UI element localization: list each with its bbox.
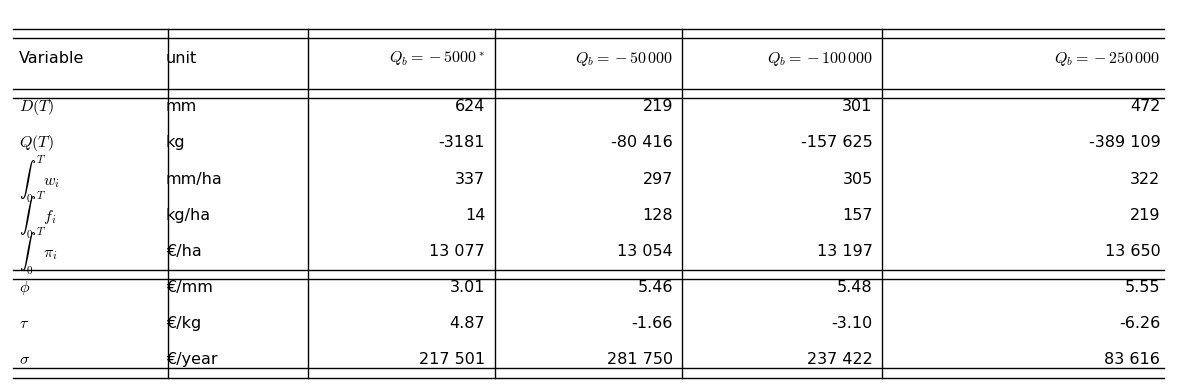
- Text: 13 197: 13 197: [817, 244, 872, 259]
- Text: €/year: €/year: [166, 352, 218, 368]
- Text: -157 625: -157 625: [800, 135, 872, 151]
- Text: 5.48: 5.48: [837, 280, 872, 295]
- Text: 3.01: 3.01: [450, 280, 485, 295]
- Text: 337: 337: [455, 172, 485, 187]
- Text: 14: 14: [465, 208, 485, 223]
- Text: 157: 157: [843, 208, 872, 223]
- Text: 13 077: 13 077: [430, 244, 485, 259]
- Text: 5.46: 5.46: [638, 280, 673, 295]
- Text: mm/ha: mm/ha: [166, 172, 222, 187]
- Text: 237 422: 237 422: [807, 352, 872, 368]
- Text: -80 416: -80 416: [611, 135, 673, 151]
- Text: 128: 128: [643, 208, 673, 223]
- Text: $Q_b =-50\,000$: $Q_b =-50\,000$: [574, 50, 673, 68]
- Text: 13 650: 13 650: [1104, 244, 1161, 259]
- Text: 4.87: 4.87: [450, 316, 485, 331]
- Text: 322: 322: [1130, 172, 1161, 187]
- Text: kg/ha: kg/ha: [166, 208, 211, 223]
- Text: €/ha: €/ha: [166, 244, 201, 259]
- Text: €/kg: €/kg: [166, 316, 201, 331]
- Text: 624: 624: [454, 99, 485, 114]
- Text: $\int_0^T \pi_i$: $\int_0^T \pi_i$: [19, 226, 58, 277]
- Text: $D(T)$: $D(T)$: [19, 97, 54, 117]
- Text: -389 109: -389 109: [1089, 135, 1161, 151]
- Text: $\int_0^T f_i$: $\int_0^T f_i$: [19, 190, 56, 241]
- Text: mm: mm: [166, 99, 197, 114]
- Text: $\int_0^T w_i$: $\int_0^T w_i$: [19, 154, 60, 205]
- Text: 219: 219: [643, 99, 673, 114]
- Text: Variable: Variable: [19, 51, 85, 66]
- Text: -6.26: -6.26: [1119, 316, 1161, 331]
- Text: $\phi$: $\phi$: [19, 278, 31, 297]
- Text: -1.66: -1.66: [632, 316, 673, 331]
- Text: 217 501: 217 501: [419, 352, 485, 368]
- Text: 297: 297: [643, 172, 673, 187]
- Text: 219: 219: [1130, 208, 1161, 223]
- Text: $\tau$: $\tau$: [19, 316, 29, 331]
- Text: kg: kg: [166, 135, 186, 151]
- Text: 472: 472: [1130, 99, 1161, 114]
- Text: €/mm: €/mm: [166, 280, 213, 295]
- Text: $Q(T)$: $Q(T)$: [19, 133, 54, 153]
- Text: 5.55: 5.55: [1125, 280, 1161, 295]
- Text: -3.10: -3.10: [831, 316, 872, 331]
- Text: 305: 305: [843, 172, 872, 187]
- Text: unit: unit: [166, 51, 197, 66]
- Text: 83 616: 83 616: [1104, 352, 1161, 368]
- Text: $Q_b =-250\,000$: $Q_b =-250\,000$: [1055, 50, 1161, 68]
- Text: $Q_b = -5000^*$: $Q_b = -5000^*$: [390, 49, 485, 68]
- Text: -3181: -3181: [439, 135, 485, 151]
- Text: 281 750: 281 750: [607, 352, 673, 368]
- Text: 13 054: 13 054: [617, 244, 673, 259]
- Text: 301: 301: [843, 99, 872, 114]
- Text: $\sigma$: $\sigma$: [19, 352, 31, 368]
- Text: $Q_b = -100\,000$: $Q_b = -100\,000$: [766, 50, 872, 68]
